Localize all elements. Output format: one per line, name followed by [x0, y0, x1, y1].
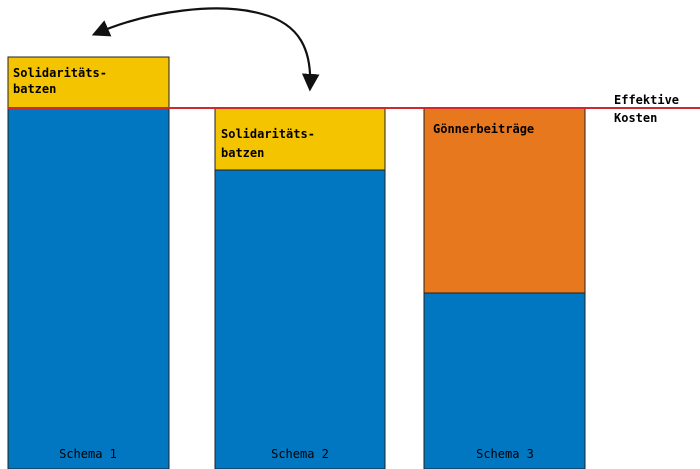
schema-3-patron-label: Gönnerbeiträge — [433, 122, 534, 136]
schema-2-column: Solidaritäts- batzen Schema 2 — [214, 107, 386, 469]
schema-3-column: Gönnerbeiträge Schema 3 — [423, 107, 586, 469]
effective-cost-label-line-1: Effektive — [614, 93, 679, 107]
schema-3-label: Schema 3 — [476, 447, 534, 461]
schema-2-solidarity-label-line-2: batzen — [221, 146, 264, 160]
schema-3-base-bar — [423, 292, 586, 469]
schema-2-label: Schema 2 — [271, 447, 329, 461]
schema-2-solidarity-label-line-1: Solidaritäts- — [221, 127, 315, 141]
effective-cost-label-line-2: Kosten — [614, 111, 657, 125]
schema-2-solidarity-segment — [214, 107, 386, 171]
schema-2-base-bar — [214, 169, 386, 469]
schema-1-base-bar — [7, 107, 170, 469]
schema-1-column: Solidaritäts- batzen Schema 1 — [7, 56, 170, 469]
schema-1-solidarity-label-line-1: Solidaritäts- — [13, 66, 107, 80]
double-headed-curved-arrow-icon — [91, 7, 320, 92]
schema-1-label: Schema 1 — [59, 447, 117, 461]
schema-1-solidarity-label-line-2: batzen — [13, 82, 56, 96]
